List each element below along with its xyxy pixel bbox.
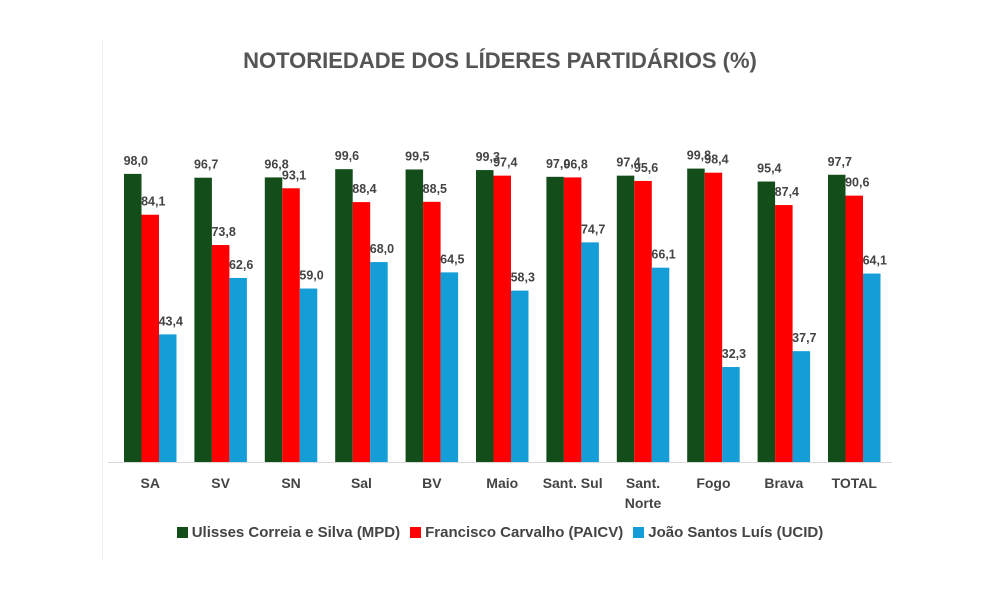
bar-2-6	[581, 242, 599, 462]
data-label: 97,0	[546, 157, 570, 171]
bar-2-9	[792, 351, 811, 462]
data-label: 97,7	[828, 155, 852, 169]
bar-0-4	[405, 169, 424, 462]
x-tick-label: Norte	[625, 495, 662, 511]
bar-1-6	[563, 177, 582, 462]
data-label: 32,3	[722, 347, 746, 361]
data-label: 97,4	[493, 156, 517, 170]
data-label: 68,0	[370, 242, 394, 256]
bar-2-1	[229, 277, 247, 462]
data-label: 66,1	[651, 248, 675, 262]
bar-1-5	[493, 175, 511, 463]
x-tick-label: SN	[281, 475, 300, 491]
data-label: 58,3	[511, 271, 535, 285]
bar-2-3	[370, 262, 388, 462]
bar-1-9	[775, 205, 793, 462]
x-tick-label: Sant.	[626, 475, 660, 491]
bar-1-7	[634, 180, 652, 462]
bar-0-2	[264, 177, 283, 462]
data-label: 73,8	[211, 225, 235, 239]
bar-2-7	[651, 267, 670, 462]
data-label: 37,7	[792, 331, 816, 345]
bar-0-10	[828, 174, 846, 462]
data-label: 98,4	[704, 153, 728, 167]
data-label: 88,4	[352, 182, 376, 196]
x-tick-label: SA	[141, 475, 160, 491]
bar-1-10	[845, 195, 863, 463]
bar-1-3	[352, 202, 371, 462]
data-label: 98,0	[124, 154, 148, 168]
data-label: 74,7	[581, 222, 605, 236]
data-label: 64,1	[863, 254, 887, 268]
data-label: 96,8	[563, 157, 587, 171]
bar-0-7	[616, 175, 635, 463]
bar-2-10	[863, 273, 881, 462]
data-label: 96,8	[264, 157, 288, 171]
data-label: 99,5	[405, 149, 429, 163]
x-axis-labels-group: SA SV SN Sal BV Maio Sant. Sul Sant. Norte Fogo Br…	[141, 475, 878, 511]
bar-0-3	[335, 169, 353, 462]
data-label: 43,4	[159, 314, 183, 328]
bar-2-2	[299, 288, 318, 462]
x-tick-label: Sal	[351, 475, 372, 491]
bar-1-4	[423, 201, 441, 462]
x-tick-label: Fogo	[696, 475, 730, 491]
bar-0-0	[124, 173, 142, 462]
x-tick-label: Maio	[486, 475, 518, 491]
bar-2-5	[511, 290, 529, 462]
data-label: 90,6	[845, 176, 869, 190]
bar-2-8	[722, 367, 740, 462]
data-label: 99,3	[476, 150, 500, 164]
legend-swatch	[176, 527, 188, 538]
legend-item: Francisco Carvalho (PAICV)	[410, 524, 623, 541]
data-label: 88,5	[423, 182, 447, 196]
data-labels-group: 98,084,143,496,773,862,696,893,159,099,6…	[124, 149, 887, 361]
x-tick-label: BV	[422, 475, 442, 491]
bar-0-8	[687, 168, 705, 462]
legend-swatch	[410, 527, 422, 538]
legend: Ulisses Correia e Silva (MPD) Francisco C…	[0, 524, 1000, 541]
x-tick-label: Brava	[764, 475, 803, 491]
data-label: 99,8	[687, 149, 711, 163]
legend-label: Francisco Carvalho (PAICV)	[425, 524, 624, 541]
data-label: 87,4	[775, 185, 799, 199]
bars-group	[124, 168, 881, 463]
chart-title: NOTORIEDADE DOS LÍDERES PARTIDÁRIOS (%)	[243, 48, 757, 73]
bar-1-1	[211, 245, 230, 462]
bar-1-8	[704, 172, 723, 463]
bar-1-2	[282, 188, 300, 462]
bar-2-0	[159, 334, 177, 462]
legend-label: Ulisses Correia e Silva (MPD)	[191, 524, 401, 541]
data-label: 62,6	[229, 258, 253, 272]
x-tick-label: Sant. Sul	[543, 475, 603, 491]
bar-2-4	[440, 272, 459, 462]
legend-item: João Santos Luís (UCID)	[633, 524, 823, 541]
bar-1-0	[141, 214, 159, 462]
data-label: 59,0	[299, 269, 323, 283]
bar-0-1	[194, 177, 212, 462]
bar-0-9	[757, 181, 776, 463]
data-label: 84,1	[141, 195, 165, 209]
data-label: 93,1	[282, 168, 306, 182]
legend-label: João Santos Luís (UCID)	[648, 524, 824, 541]
data-label: 96,7	[194, 158, 218, 172]
bar-0-5	[476, 170, 494, 463]
x-tick-label: TOTAL	[832, 475, 878, 491]
data-label: 97,4	[616, 156, 640, 170]
bar-0-6	[546, 176, 564, 462]
data-label: 99,6	[335, 149, 359, 163]
data-label: 95,6	[634, 161, 658, 175]
data-label: 64,5	[440, 252, 464, 266]
x-tick-label: SV	[211, 475, 230, 491]
legend-swatch	[633, 527, 645, 538]
data-label: 95,4	[757, 162, 781, 176]
legend-item: Ulisses Correia e Silva (MPD)	[176, 524, 401, 541]
